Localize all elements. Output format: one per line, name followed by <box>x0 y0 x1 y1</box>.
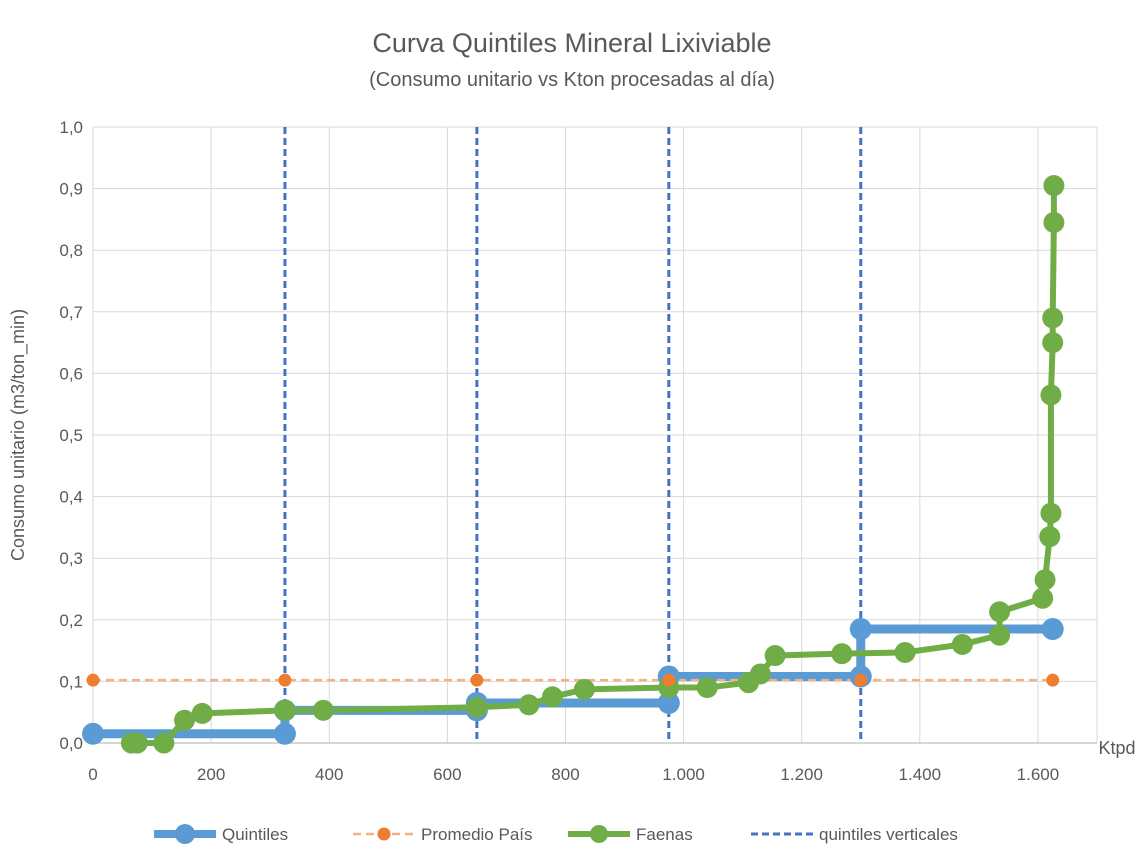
y-tick-label: 0,9 <box>59 180 83 199</box>
legend-label: Promedio País <box>421 825 533 844</box>
promedio-pais-point <box>1046 673 1060 687</box>
series-faenas-line <box>131 185 1057 746</box>
y-axis-ticks: 0,0 0,1 0,2 0,3 0,4 0,5 0,6 0,7 0,8 0,9 1,0 <box>59 118 83 753</box>
legend-label: Quintiles <box>222 825 288 844</box>
x-tick-label: 1.400 <box>899 765 942 784</box>
x-tick-label: 1.600 <box>1017 765 1060 784</box>
y-tick-label: 1,0 <box>59 118 83 137</box>
promedio-pais-point <box>662 673 676 687</box>
x-tick-label: 200 <box>197 765 225 784</box>
faenas-point <box>1042 332 1064 354</box>
x-tick-label: 1.000 <box>662 765 705 784</box>
faenas-point <box>312 699 334 721</box>
promedio-pais-point <box>278 673 292 687</box>
quintiles-point <box>273 722 296 745</box>
faenas-point <box>696 677 718 699</box>
x-axis-ticks: 0 200 400 600 800 1.000 1.200 1.400 1.600 <box>88 765 1059 784</box>
x-tick-label: 0 <box>88 765 97 784</box>
faenas-point <box>1043 175 1065 197</box>
quintiles-point <box>657 691 680 714</box>
faenas-point <box>274 699 296 721</box>
y-axis-label: Consumo unitario (m3/ton_min) <box>8 309 29 561</box>
faenas-point <box>126 732 148 754</box>
x-tick-label: 1.200 <box>780 765 823 784</box>
y-tick-label: 0,1 <box>59 672 83 691</box>
legend-marker-faenas <box>590 825 608 843</box>
faenas-point <box>573 678 595 700</box>
faenas-point <box>989 601 1011 623</box>
faenas-point <box>466 696 488 718</box>
legend: Quintiles Promedio País Faenas quintiles ve… <box>154 824 958 844</box>
y-tick-label: 0,7 <box>59 303 83 322</box>
promedio-pais-point <box>470 673 484 687</box>
legend-marker-quintiles <box>175 824 195 844</box>
faenas-point <box>1032 587 1054 609</box>
x-axis-label: Ktpd <box>1098 738 1135 758</box>
x-tick-label: 400 <box>315 765 343 784</box>
faenas-point <box>174 709 196 731</box>
chart-title: Curva Quintiles Mineral Lixiviable <box>372 28 771 58</box>
faenas-point <box>749 663 771 685</box>
faenas-point <box>1040 384 1062 406</box>
promedio-pais-point <box>854 673 868 687</box>
faenas-point <box>764 645 786 667</box>
faenas-point <box>951 633 973 655</box>
quintiles-point <box>1041 618 1064 641</box>
y-tick-label: 0,0 <box>59 734 83 753</box>
x-tick-label: 800 <box>551 765 579 784</box>
faenas-point <box>989 624 1011 646</box>
faenas-point <box>831 643 853 665</box>
faenas-point <box>1040 502 1062 524</box>
promedio-pais-point <box>86 673 100 687</box>
y-tick-label: 0,6 <box>59 364 83 383</box>
faenas-point <box>191 702 213 724</box>
legend-marker-promedio <box>377 827 391 841</box>
faenas-point <box>153 732 175 754</box>
quintiles-point <box>849 618 872 641</box>
faenas-point <box>894 641 916 663</box>
series-layer <box>82 127 1065 754</box>
faenas-point <box>541 686 563 708</box>
y-tick-label: 0,5 <box>59 426 83 445</box>
legend-label: quintiles verticales <box>819 825 958 844</box>
y-tick-label: 0,3 <box>59 549 83 568</box>
x-tick-label: 600 <box>433 765 461 784</box>
grid <box>92 126 1098 744</box>
legend-label: Faenas <box>636 825 693 844</box>
faenas-point <box>1043 211 1065 233</box>
chart-subtitle: (Consumo unitario vs Kton procesadas al … <box>369 69 775 91</box>
faenas-point <box>1039 526 1061 548</box>
faenas-point <box>518 694 540 716</box>
y-tick-label: 0,4 <box>59 488 83 507</box>
faenas-point <box>1042 307 1064 329</box>
y-tick-label: 0,8 <box>59 241 83 260</box>
quintiles-point <box>82 722 104 745</box>
y-tick-label: 0,2 <box>59 611 83 630</box>
faenas-point <box>1034 569 1056 591</box>
